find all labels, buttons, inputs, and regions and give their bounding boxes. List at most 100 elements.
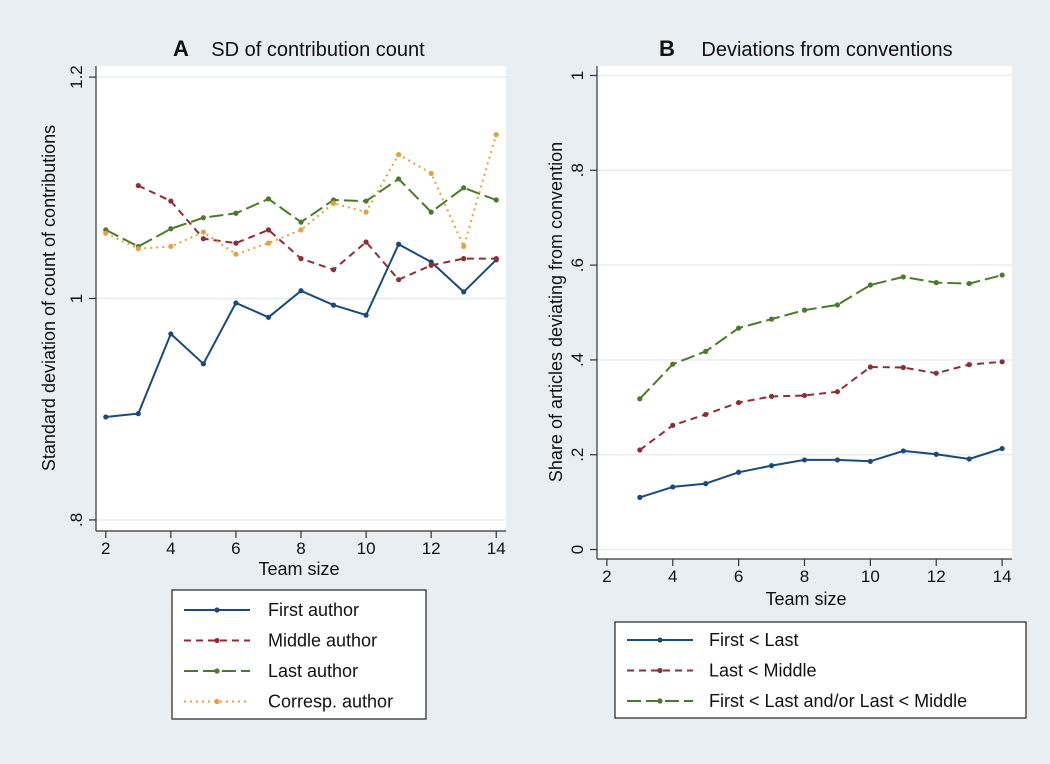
panel-a-data-point (363, 198, 369, 204)
panel-b-x-tick-label: 8 (800, 567, 809, 586)
panel-a-data-point (265, 314, 272, 320)
panel-b-legend-label-last-middle: Last < Middle (709, 661, 817, 681)
panel-a-data-point (135, 246, 141, 252)
panel-a-data-point (200, 215, 206, 221)
panel-b-data-point (999, 359, 1005, 365)
panel-a-data-point (493, 256, 499, 262)
panel-b-x-tick-label: 4 (668, 567, 677, 586)
panel-b-data-point (834, 302, 841, 308)
panel-b-legend-marker (657, 637, 663, 643)
panel-b-data-point (768, 316, 775, 322)
panel-b-x-tick-label: 14 (993, 567, 1012, 586)
panel-b-x-tick-label: 2 (602, 567, 611, 586)
panel-a-data-point (493, 197, 499, 203)
panel-a-legend-label-last-author: Last author (268, 661, 358, 681)
panel-b-letter: B (659, 36, 675, 61)
panel-a-data-point (298, 256, 304, 262)
panel-a-data-point (233, 251, 239, 257)
panel-a-data-point (168, 331, 174, 337)
panel-b-y-tick-label: 0 (568, 545, 587, 554)
panel-b-legend-box (614, 621, 1027, 719)
panel-b-legend-marker (657, 667, 663, 674)
panel-b-legend-items: First < Last Last < Middle First < Last an… (627, 630, 967, 711)
panel-a-legend-label-corresp-author: Corresp. author (268, 692, 393, 712)
panel-a-legend-label-first-author: First author (268, 600, 359, 620)
panel-b-data-point (801, 307, 808, 313)
panel-b-data-point (933, 280, 939, 286)
panel-a-title: SD of contribution count (211, 39, 425, 61)
panel-b-x-axis-label: Team size (765, 589, 846, 609)
panel-b-data-point (637, 447, 643, 453)
panel-a-data-point (428, 209, 434, 215)
panel-b-data-point (933, 370, 939, 376)
panel-b-data-point (900, 364, 906, 371)
panel-b-data-point (703, 411, 709, 418)
panel-b-y-tick-label: 1 (568, 71, 587, 80)
panel-b-data-point (736, 325, 742, 331)
panel-a-data-point (200, 361, 206, 367)
panel-a-data-point (396, 151, 402, 158)
panel-b-data-point (637, 396, 643, 402)
panel-b-legend: First < Last Last < Middle First < Last an… (614, 621, 1027, 719)
panel-a-x-tick-label: 2 (101, 539, 110, 558)
panel-b-data-point (867, 458, 873, 464)
panel-a-data-point (428, 262, 434, 268)
panel-a-data-point (461, 289, 467, 295)
panel-a-data-point (396, 277, 402, 283)
panel-b-series-line-first-last-and-or-last-middle (639, 274, 1003, 400)
panel-a-x-tick-label: 8 (296, 539, 305, 558)
panel-a-y-tick-label: 1 (67, 294, 86, 303)
panel-a-data-point (135, 411, 141, 417)
panel-a-data-point (461, 256, 467, 262)
panel-a-data-point (233, 300, 239, 306)
panel-a-data-point (200, 229, 206, 235)
panel-b-title: Deviations from conventions (701, 39, 952, 61)
panel-b-y-tick-label: .4 (568, 353, 587, 367)
panel-b-data-point (768, 463, 775, 469)
panel-b-x-tick-label: 10 (861, 567, 880, 586)
panel-a-data-point (428, 170, 434, 176)
panel-a-data-point (168, 198, 174, 204)
panel-a-x-tick-label: 10 (357, 539, 376, 558)
panel-b-y-axis-label: Share of articles deviating from convent… (546, 142, 566, 482)
panel-a-legend-label-middle-author: Middle author (268, 631, 377, 651)
panel-a-data-point (330, 200, 337, 206)
panel-b-legend-label-first-last: First < Last (709, 630, 799, 650)
panel-b-data-point (736, 399, 742, 406)
panel-a-data-point (168, 226, 174, 232)
panel-b-series (637, 272, 1005, 500)
panel-b-y-tick-label: .6 (568, 258, 587, 272)
panel-a-x-tick-label: 12 (422, 539, 441, 558)
panel-a-x-tick-label: 14 (487, 539, 506, 558)
panel-b-y-tick-label: .2 (568, 448, 587, 462)
panel-a-x-axis-label: Team size (258, 559, 339, 579)
panel-a-data-point (265, 227, 272, 233)
panel-b-data-point (999, 445, 1005, 452)
panel-b-grid (597, 74, 1012, 551)
panel-b-data-point (801, 392, 808, 399)
panel-b-data-point (637, 494, 643, 500)
panel-a-data-point (298, 288, 304, 294)
panel-a-data-point (135, 182, 141, 189)
panel-b-y-tick-label: .8 (568, 163, 587, 177)
panel-a-data-point (493, 132, 499, 138)
panel-b-legend-marker (657, 698, 663, 704)
panel-a-data-point (330, 302, 337, 308)
panel-b-x-tick-label: 12 (927, 567, 946, 586)
panel-a-grid (96, 76, 506, 521)
panel-a-legend-items: First author Middle author Last author Corr… (184, 600, 393, 712)
panel-a-data-point (298, 227, 304, 233)
panel-b-series-line-last-middle (639, 360, 1003, 451)
panel-a-legend-box (171, 589, 427, 720)
panel-b-data-point (670, 484, 676, 490)
panel-b-data-point (966, 280, 972, 287)
panel-b-data-point (867, 364, 873, 370)
panel-a-data-point (233, 210, 239, 216)
panel-b-data-point (900, 448, 906, 454)
panel-a-y-axis-label: Standard deviation of count of contribut… (39, 125, 59, 471)
panel-a-data-point (265, 196, 272, 202)
panel-a-data-point (233, 240, 239, 246)
panel-a-data-point (103, 230, 109, 236)
panel-b-x-tick-label: 6 (734, 567, 743, 586)
